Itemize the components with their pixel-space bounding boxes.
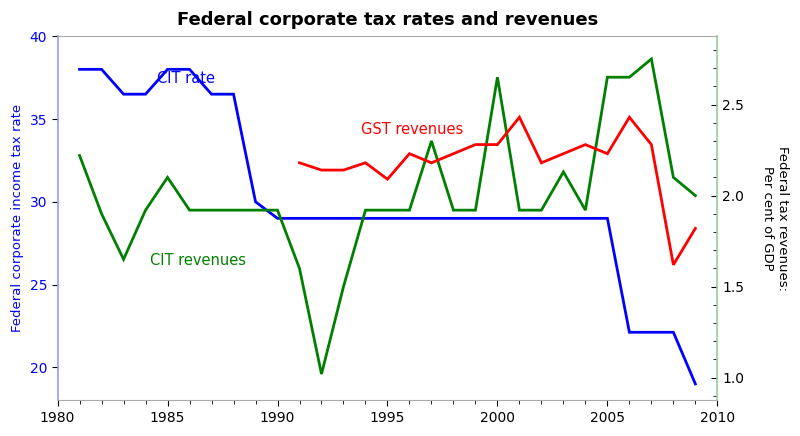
Text: CIT rate: CIT rate	[157, 71, 214, 85]
Title: Federal corporate tax rates and revenues: Federal corporate tax rates and revenues	[177, 11, 598, 29]
Y-axis label: Federal tax revenues:
Per cent of GDP: Federal tax revenues: Per cent of GDP	[761, 146, 789, 291]
Text: GST revenues: GST revenues	[361, 122, 463, 136]
Y-axis label: Federal corporate income tax rate: Federal corporate income tax rate	[11, 104, 24, 332]
Text: CIT revenues: CIT revenues	[150, 253, 246, 268]
